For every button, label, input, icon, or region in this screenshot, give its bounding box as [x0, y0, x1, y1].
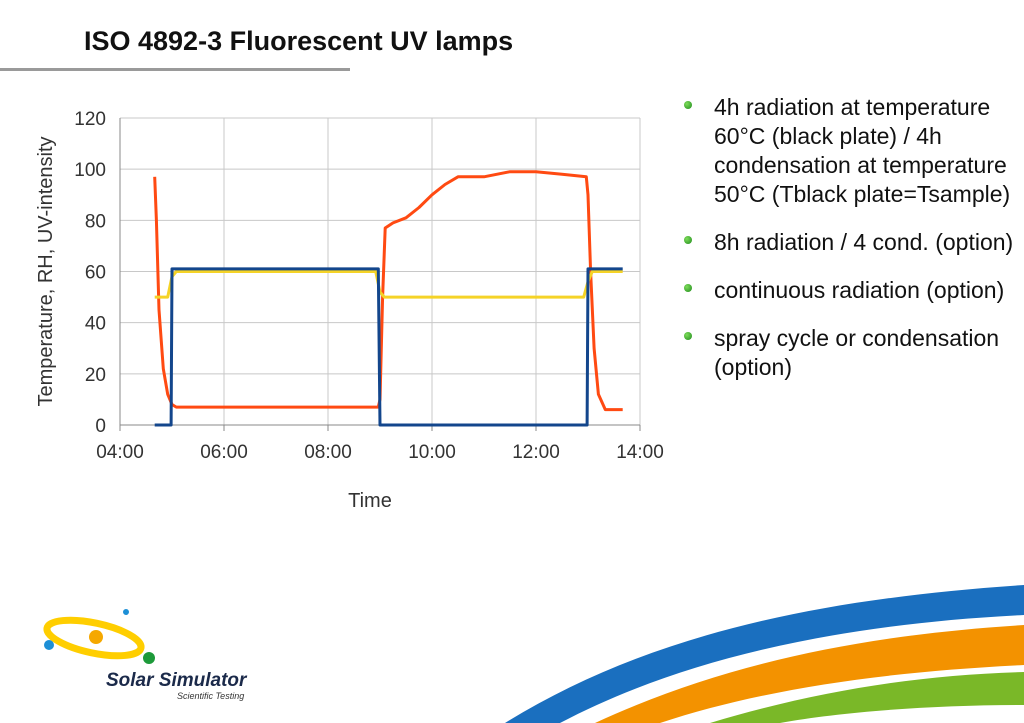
logo-dot-blue: [44, 640, 54, 650]
solar-simulator-logo: Solar Simulator Scientific Testing: [43, 609, 248, 701]
y-tick-label: 100: [74, 160, 106, 181]
swoosh-blue: [505, 585, 1024, 723]
x-tick-label: 06:00: [200, 442, 248, 463]
y-tick-label: 40: [85, 314, 106, 335]
y-tick-label: 20: [85, 365, 106, 386]
bullet-dot-icon: [684, 101, 692, 109]
bullet-text: 8h radiation / 4 cond. (option): [714, 229, 1014, 255]
bullet-text: continuous radiation (option): [714, 277, 1005, 303]
bullet-item: spray cycle or condensation (option): [684, 324, 1014, 382]
x-axis-label: Time: [348, 490, 392, 512]
y-tick-label: 80: [85, 211, 106, 232]
logo-name: Solar Simulator: [106, 670, 248, 691]
swoosh-orange: [595, 625, 1024, 723]
y-axis-label: Temperature, RH, UV-intensity: [35, 136, 57, 406]
bullet-dot-icon: [684, 284, 692, 292]
series-line: [154, 270, 623, 299]
bullet-list: 4h radiation at temperature 60°C (black …: [684, 93, 1014, 401]
bullet-item: continuous radiation (option): [684, 276, 1014, 305]
logo-sun-icon: [89, 630, 103, 644]
bullet-item: 8h radiation / 4 cond. (option): [684, 228, 1014, 257]
logo-dot-green: [143, 652, 155, 664]
series-line: [154, 267, 623, 427]
x-tick-label: 04:00: [96, 442, 144, 463]
bullet-item: 4h radiation at temperature 60°C (black …: [684, 93, 1014, 209]
logo-tagline: Scientific Testing: [177, 691, 244, 701]
title-underline: [0, 68, 350, 71]
bullet-text: 4h radiation at temperature 60°C (black …: [714, 94, 1011, 207]
swoosh-green: [710, 672, 1024, 723]
x-tick-label: 14:00: [616, 442, 664, 463]
logo-orbit-ring: [43, 616, 145, 660]
x-tick-label: 08:00: [304, 442, 352, 463]
y-tick-label: 0: [95, 416, 106, 437]
slide-title: ISO 4892-3 Fluorescent UV lamps: [84, 26, 514, 56]
bullet-dot-icon: [684, 236, 692, 244]
y-tick-label: 120: [74, 109, 106, 130]
y-tick-label: 60: [85, 263, 106, 284]
x-tick-label: 12:00: [512, 442, 560, 463]
decorative-swoosh: [505, 585, 1024, 723]
logo-dot-blue-small: [123, 609, 129, 615]
uv-cycle-chart: 0 20 40 60 80 100 120 04:00 06:00 08:00 10:00 12:00…: [35, 109, 664, 512]
bullet-dot-icon: [684, 332, 692, 340]
bullet-text: spray cycle or condensation (option): [714, 325, 1000, 380]
x-tick-label: 10:00: [408, 442, 456, 463]
